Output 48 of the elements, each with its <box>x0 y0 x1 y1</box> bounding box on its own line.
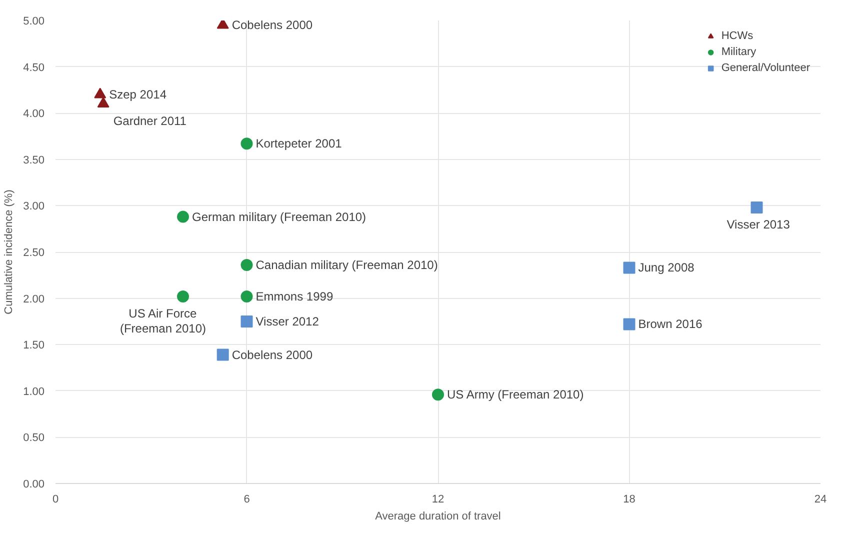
point <box>432 388 444 401</box>
annotation: Canadian military (Freeman 2010) <box>256 258 438 272</box>
annotation: Gardner 2011 <box>113 114 187 128</box>
y-tick-label: 4.00 <box>23 108 45 120</box>
annotation: Kortepeter 2001 <box>256 136 342 151</box>
annotation: US Army (Freeman 2010) <box>447 388 584 402</box>
y-axis-title: Cumulative incidence (%) <box>3 190 16 314</box>
x-tick-label: 18 <box>623 494 636 506</box>
legend-label: General/Volunteer <box>721 62 810 74</box>
annotation: Visser 2013 <box>726 218 790 232</box>
annotation: Szep 2014 <box>109 88 167 102</box>
y-tick-label: 5.00 <box>23 16 45 28</box>
x-tick-label: 6 <box>244 494 250 506</box>
x-tick-label: 24 <box>814 494 827 506</box>
legend-label: HCWs <box>721 30 754 42</box>
y-tick-label: 1.50 <box>23 340 45 352</box>
point <box>623 262 636 274</box>
point <box>623 318 636 330</box>
legend-label: Military <box>721 46 756 58</box>
x-tick-label: 0 <box>52 494 59 506</box>
annotation: Emmons 1999 <box>256 289 334 304</box>
point <box>240 138 253 150</box>
annotation: Jung 2008 <box>638 260 695 275</box>
annotation: German military (Freeman 2010) <box>192 210 366 224</box>
y-tick-label: 2.50 <box>23 247 45 259</box>
point <box>240 315 253 328</box>
annotation: Visser 2012 <box>256 314 320 328</box>
y-tick-label: 3.00 <box>23 200 45 213</box>
point <box>240 290 253 302</box>
annotation: Cobelens 2000 <box>232 18 313 32</box>
annotation: Brown 2016 <box>638 317 703 332</box>
point <box>216 348 229 361</box>
y-tick-label: 3.50 <box>23 154 45 166</box>
y-tick-label: 4.50 <box>23 62 45 74</box>
annotation: US Air Force (Freeman 2010) <box>120 306 206 336</box>
y-tick-label: 0.00 <box>23 478 45 490</box>
x-axis-title: Average duration of travel <box>375 510 501 522</box>
annotation: Cobelens 2000 <box>232 348 313 362</box>
point <box>750 202 763 214</box>
point <box>97 96 110 108</box>
y-tick-label: 1.00 <box>23 386 45 398</box>
y-tick-label: 2.00 <box>23 293 45 306</box>
point <box>177 210 189 223</box>
x-tick-label: 12 <box>432 494 444 506</box>
point <box>94 88 106 98</box>
point <box>240 258 253 271</box>
point <box>177 290 189 302</box>
y-tick-label: 0.50 <box>23 432 45 444</box>
